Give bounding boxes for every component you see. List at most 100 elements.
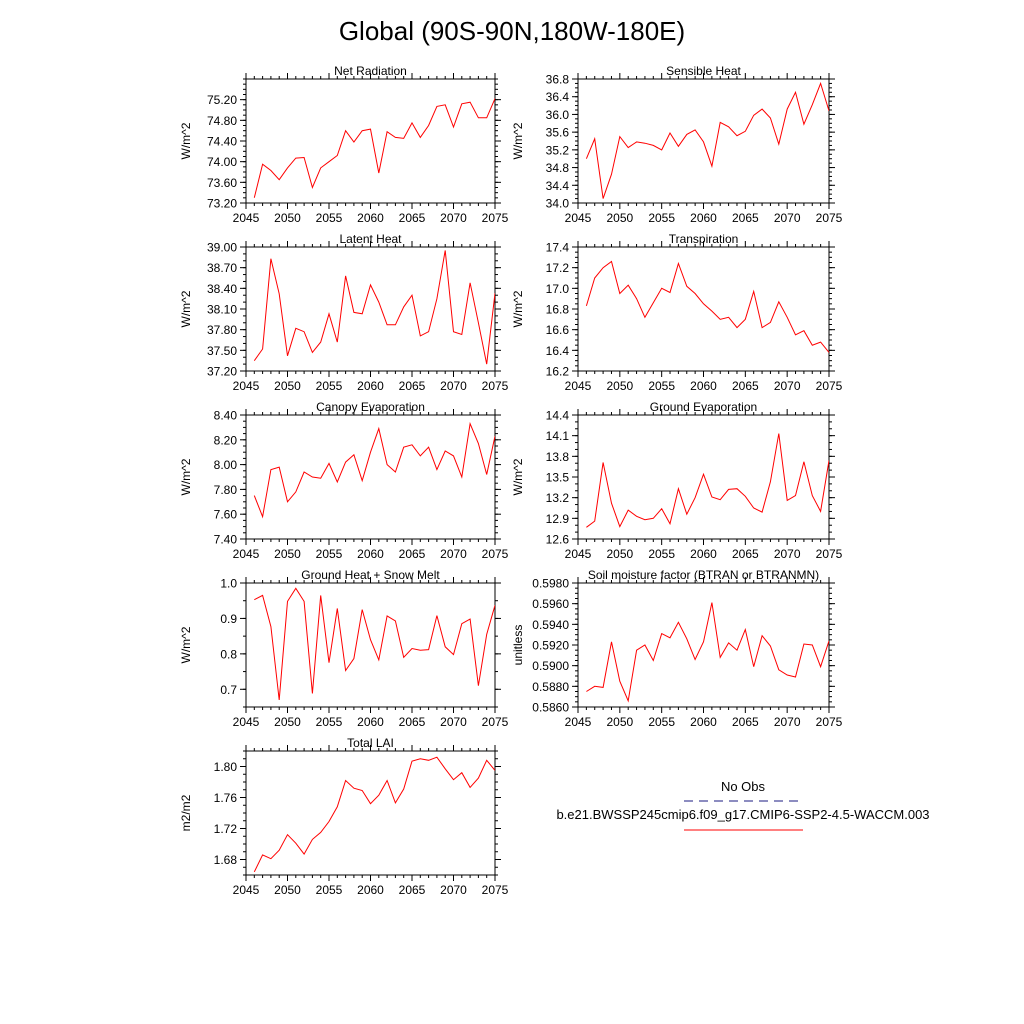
panel-9: Total LAI m2/m2 2045 2050 2055 2060 2065 2070 20… [179,736,509,897]
x-tick-label: 2055 [316,379,343,393]
y-tick-label: 0.5900 [532,659,569,673]
panel-title: Latent Heat [339,232,402,246]
y-axis-label: W/m^2 [511,122,525,159]
x-tick-label: 2045 [565,379,592,393]
y-tick-label: 1.0 [220,577,237,591]
x-tick-label: 2065 [399,547,426,561]
x-tick-label: 2070 [440,379,467,393]
x-tick-label: 2065 [399,211,426,225]
y-tick-label: 74.80 [207,114,237,128]
x-tick-label: 2055 [648,715,675,729]
y-axis-label: W/m^2 [511,458,525,495]
y-tick-label: 74.00 [207,155,237,169]
x-tick-label: 2075 [816,547,843,561]
x-tick-label: 2050 [606,547,633,561]
legend: No Obs b.e21.BWSSP245cmip6.f09_g17.CMIP6… [556,779,930,831]
y-axis-label: W/m^2 [179,458,193,495]
y-tick-label: 16.4 [546,344,570,358]
y-tick-label: 0.5920 [532,639,569,653]
plot-frame [577,246,830,372]
y-axis-label: W/m^2 [179,290,193,327]
x-tick-label: 2055 [648,211,675,225]
x-tick-label: 2070 [774,547,801,561]
y-tick-label: 17.2 [546,261,570,275]
x-tick-label: 2050 [606,379,633,393]
series-line [586,602,829,703]
x-tick-label: 2075 [482,715,509,729]
y-tick-label: 37.80 [207,323,237,337]
x-tick-label: 2065 [732,379,759,393]
x-tick-label: 2060 [357,883,384,897]
y-tick-label: 73.60 [207,176,237,190]
y-tick-label: 74.40 [207,135,237,149]
y-tick-label: 36.4 [546,90,570,104]
x-tick-label: 2050 [274,379,301,393]
panel-title: Transpiration [669,232,739,246]
y-tick-label: 8.20 [214,433,238,447]
x-tick-label: 2045 [565,547,592,561]
x-tick-label: 2045 [233,211,260,225]
y-tick-label: 13.5 [546,471,570,485]
plot-frame [577,78,830,204]
series-line [253,421,495,519]
panel-1: Net Radiation W/m^2 2045 2050 2055 2060 2065 20… [179,64,509,225]
panel-3: Latent Heat W/m^2 2045 2050 2055 2060 2065 2070… [179,232,509,393]
y-axis-label: W/m^2 [179,626,193,663]
y-tick-label: 17.4 [546,241,570,255]
series-line [253,250,495,365]
series-line [253,756,495,873]
y-tick-label: 1.68 [214,853,238,867]
panel-title: Net Radiation [334,64,407,78]
series-line [254,587,495,700]
y-tick-label: 37.50 [207,344,237,358]
panel-7: Ground Heat + Snow Melt W/m^2 2045 2050 2055… [179,568,509,729]
panel-2: Sensible Heat W/m^2 2045 2050 2055 2060 2065 20… [511,64,843,225]
panel-title: Soil moisture factor (BTRAN or BTRANMN) [588,568,819,582]
figure-title: Global (90S-90N,180W-180E) [339,16,685,46]
x-tick-label: 2050 [606,715,633,729]
y-tick-label: 35.2 [546,143,570,157]
series-line [586,433,829,528]
x-tick-label: 2070 [440,715,467,729]
x-tick-label: 2070 [774,379,801,393]
panel-5: Canopy Evaporation W/m^2 2045 2050 2055 2060 2… [179,400,509,561]
y-tick-label: 34.0 [546,197,570,211]
y-tick-label: 37.20 [207,365,237,379]
y-tick-label: 0.5980 [532,577,569,591]
x-tick-label: 2055 [316,883,343,897]
y-tick-label: 38.40 [207,282,237,296]
y-tick-label: 36.0 [546,108,570,122]
x-tick-label: 2045 [233,883,260,897]
y-tick-label: 0.5880 [532,680,569,694]
x-tick-label: 2050 [274,547,301,561]
y-tick-label: 0.5960 [532,597,569,611]
y-tick-label: 13.2 [546,491,570,505]
panel-title: Total LAI [347,736,394,750]
y-tick-label: 8.00 [214,458,238,472]
x-tick-label: 2045 [233,715,260,729]
x-tick-label: 2050 [274,211,301,225]
y-axis-label: unitless [511,625,525,666]
y-axis-label: W/m^2 [179,122,193,159]
y-tick-label: 0.7 [220,683,237,697]
panel-title: Canopy Evaporation [316,400,425,414]
x-tick-label: 2055 [316,715,343,729]
y-tick-label: 75.20 [207,93,237,107]
legend-case-label: b.e21.BWSSP245cmip6.f09_g17.CMIP6-SSP2-4… [556,807,929,822]
x-tick-label: 2075 [816,379,843,393]
x-tick-label: 2055 [316,547,343,561]
x-tick-label: 2075 [482,211,509,225]
x-tick-label: 2065 [399,715,426,729]
plot-frame [577,414,830,540]
y-tick-label: 38.70 [207,261,237,275]
y-tick-label: 14.4 [546,409,570,423]
y-tick-label: 7.40 [214,533,238,547]
series-line [585,81,829,199]
y-tick-label: 8.40 [214,409,238,423]
x-tick-label: 2075 [482,883,509,897]
x-tick-label: 2070 [440,883,467,897]
plot-frame [245,246,496,372]
y-tick-label: 17.0 [546,282,570,296]
x-tick-label: 2065 [732,211,759,225]
panel-8: Soil moisture factor (BTRAN or BTRANMN) u… [511,568,843,729]
